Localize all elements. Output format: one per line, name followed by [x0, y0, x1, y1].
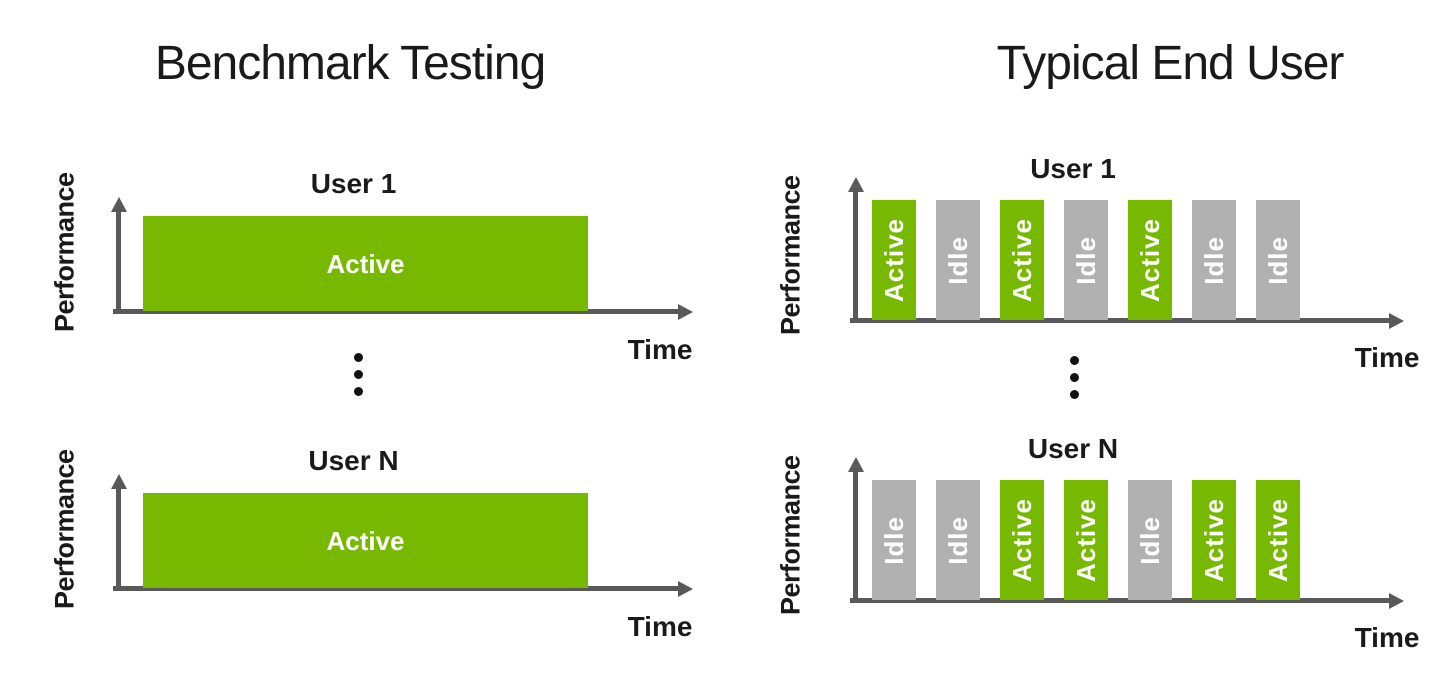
bars-track: Active: [143, 216, 588, 311]
y-axis-label: Performance: [775, 175, 806, 336]
idle-bar: Idle: [936, 200, 980, 320]
ellipsis-dot: [354, 370, 363, 379]
x-axis-label: Time: [1354, 622, 1420, 653]
bar-label: Active: [1071, 497, 1101, 583]
active-bar: Active: [1000, 480, 1044, 600]
user-label: User 1: [310, 168, 397, 199]
active-bar: Active: [1000, 200, 1044, 320]
bar-label: Active: [1199, 497, 1229, 583]
bar-label: Active: [1007, 217, 1037, 303]
bar-label: Active: [326, 248, 405, 279]
y-axis-arrow: [847, 457, 864, 602]
active-bar: Active: [1064, 480, 1108, 600]
y-axis-label: Performance: [775, 455, 806, 616]
column-title-benchmark-testing: Benchmark Testing: [154, 37, 546, 90]
x-axis-label: Time: [627, 334, 693, 365]
bars-track: Active Idle Active Idle Active Idle Idle: [872, 200, 1312, 320]
ellipsis-dot: [354, 387, 363, 396]
idle-bar: Idle: [1128, 480, 1172, 600]
chart-typical-user-1: Performance User 1 Active Idle Active Idle A…: [760, 148, 1440, 383]
bar-label: Active: [1135, 217, 1165, 303]
ellipsis-dot: [1070, 390, 1079, 399]
y-axis-arrow: [110, 197, 127, 314]
bar-label: Idle: [943, 235, 973, 285]
vertical-ellipsis: [354, 353, 363, 396]
active-bar: Active: [872, 200, 916, 320]
user-label: User 1: [1030, 153, 1116, 184]
x-axis-arrow: [850, 312, 1404, 329]
chart-benchmark-user-n: Performance User N Active Time: [40, 427, 710, 652]
vertical-ellipsis: [1070, 356, 1079, 399]
y-axis-label: Performance: [49, 172, 80, 333]
x-axis-label: Time: [1354, 342, 1420, 373]
x-axis-arrow: [850, 592, 1404, 609]
idle-bar: Idle: [872, 480, 916, 600]
bar-label: Active: [879, 217, 909, 303]
bar-label: Idle: [879, 515, 909, 565]
x-axis-arrow: [113, 580, 693, 597]
bars-track: Idle Idle Active Active Idle Active Active: [872, 480, 1312, 600]
idle-bar: Idle: [1064, 200, 1108, 320]
active-bar: Active: [1192, 480, 1236, 600]
ellipsis-dot: [354, 353, 363, 362]
bar-label: Active: [1007, 497, 1037, 583]
active-bar: Active: [143, 493, 588, 588]
bar-label: Idle: [943, 515, 973, 565]
active-bar: Active: [1256, 480, 1300, 600]
idle-bar: Idle: [1192, 200, 1236, 320]
bar-label: Active: [1263, 497, 1293, 583]
active-bar: Active: [1128, 200, 1172, 320]
ellipsis-dot: [1070, 373, 1079, 382]
chart-benchmark-user-1: Performance User 1 Active Time: [40, 150, 710, 375]
bar-label: Active: [326, 525, 405, 556]
user-label: User N: [1027, 433, 1119, 464]
bar-label: Idle: [1135, 515, 1165, 565]
y-axis-arrow: [847, 177, 864, 322]
x-axis-arrow: [113, 303, 693, 320]
active-bar: Active: [143, 216, 588, 311]
bars-track: Active: [143, 493, 588, 588]
column-title-typical-end-user: Typical End User: [996, 37, 1345, 90]
idle-bar: Idle: [1256, 200, 1300, 320]
bar-label: Idle: [1263, 235, 1293, 285]
x-axis-label: Time: [627, 611, 693, 642]
y-axis-label: Performance: [49, 449, 80, 610]
idle-bar: Idle: [936, 480, 980, 600]
ellipsis-dot: [1070, 356, 1079, 365]
user-label: User N: [308, 445, 399, 476]
bar-label: Idle: [1199, 235, 1229, 285]
bar-label: Idle: [1071, 235, 1101, 285]
chart-typical-user-n: Performance User N Idle Idle Active Active I…: [760, 428, 1440, 663]
y-axis-arrow: [110, 474, 127, 591]
